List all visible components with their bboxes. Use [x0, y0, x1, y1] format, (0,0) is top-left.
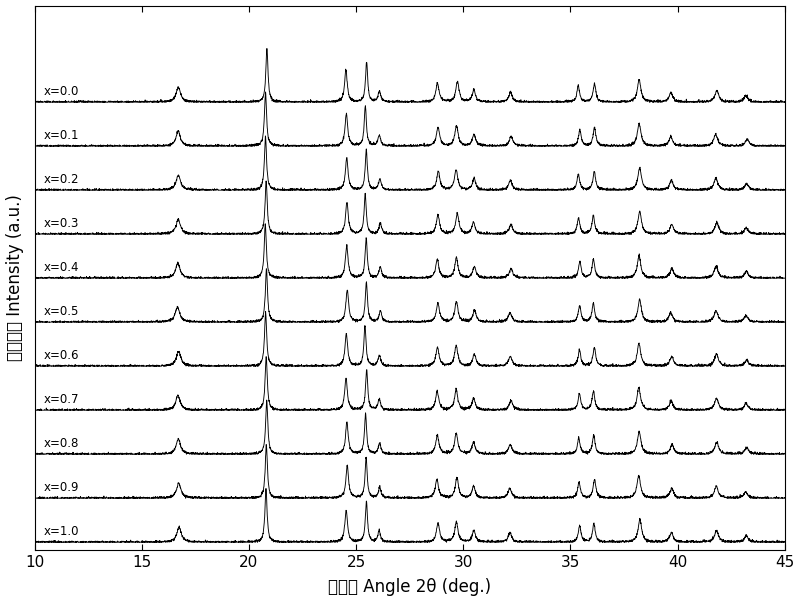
- Text: x=0.5: x=0.5: [43, 305, 78, 318]
- Text: x=0.2: x=0.2: [43, 173, 78, 186]
- Text: x=0.1: x=0.1: [43, 129, 78, 142]
- Text: x=0.6: x=0.6: [43, 349, 78, 362]
- Text: x=0.0: x=0.0: [43, 85, 78, 98]
- Text: x=0.7: x=0.7: [43, 393, 78, 406]
- Text: x=0.8: x=0.8: [43, 437, 78, 450]
- X-axis label: 衍射角 Angle 2θ (deg.): 衍射角 Angle 2θ (deg.): [328, 579, 491, 597]
- Y-axis label: 衍射强度 Intensity (a.u.): 衍射强度 Intensity (a.u.): [6, 194, 23, 361]
- Text: x=0.3: x=0.3: [43, 217, 78, 230]
- Text: x=1.0: x=1.0: [43, 525, 78, 538]
- Text: x=0.4: x=0.4: [43, 261, 78, 274]
- Text: x=0.9: x=0.9: [43, 481, 78, 494]
